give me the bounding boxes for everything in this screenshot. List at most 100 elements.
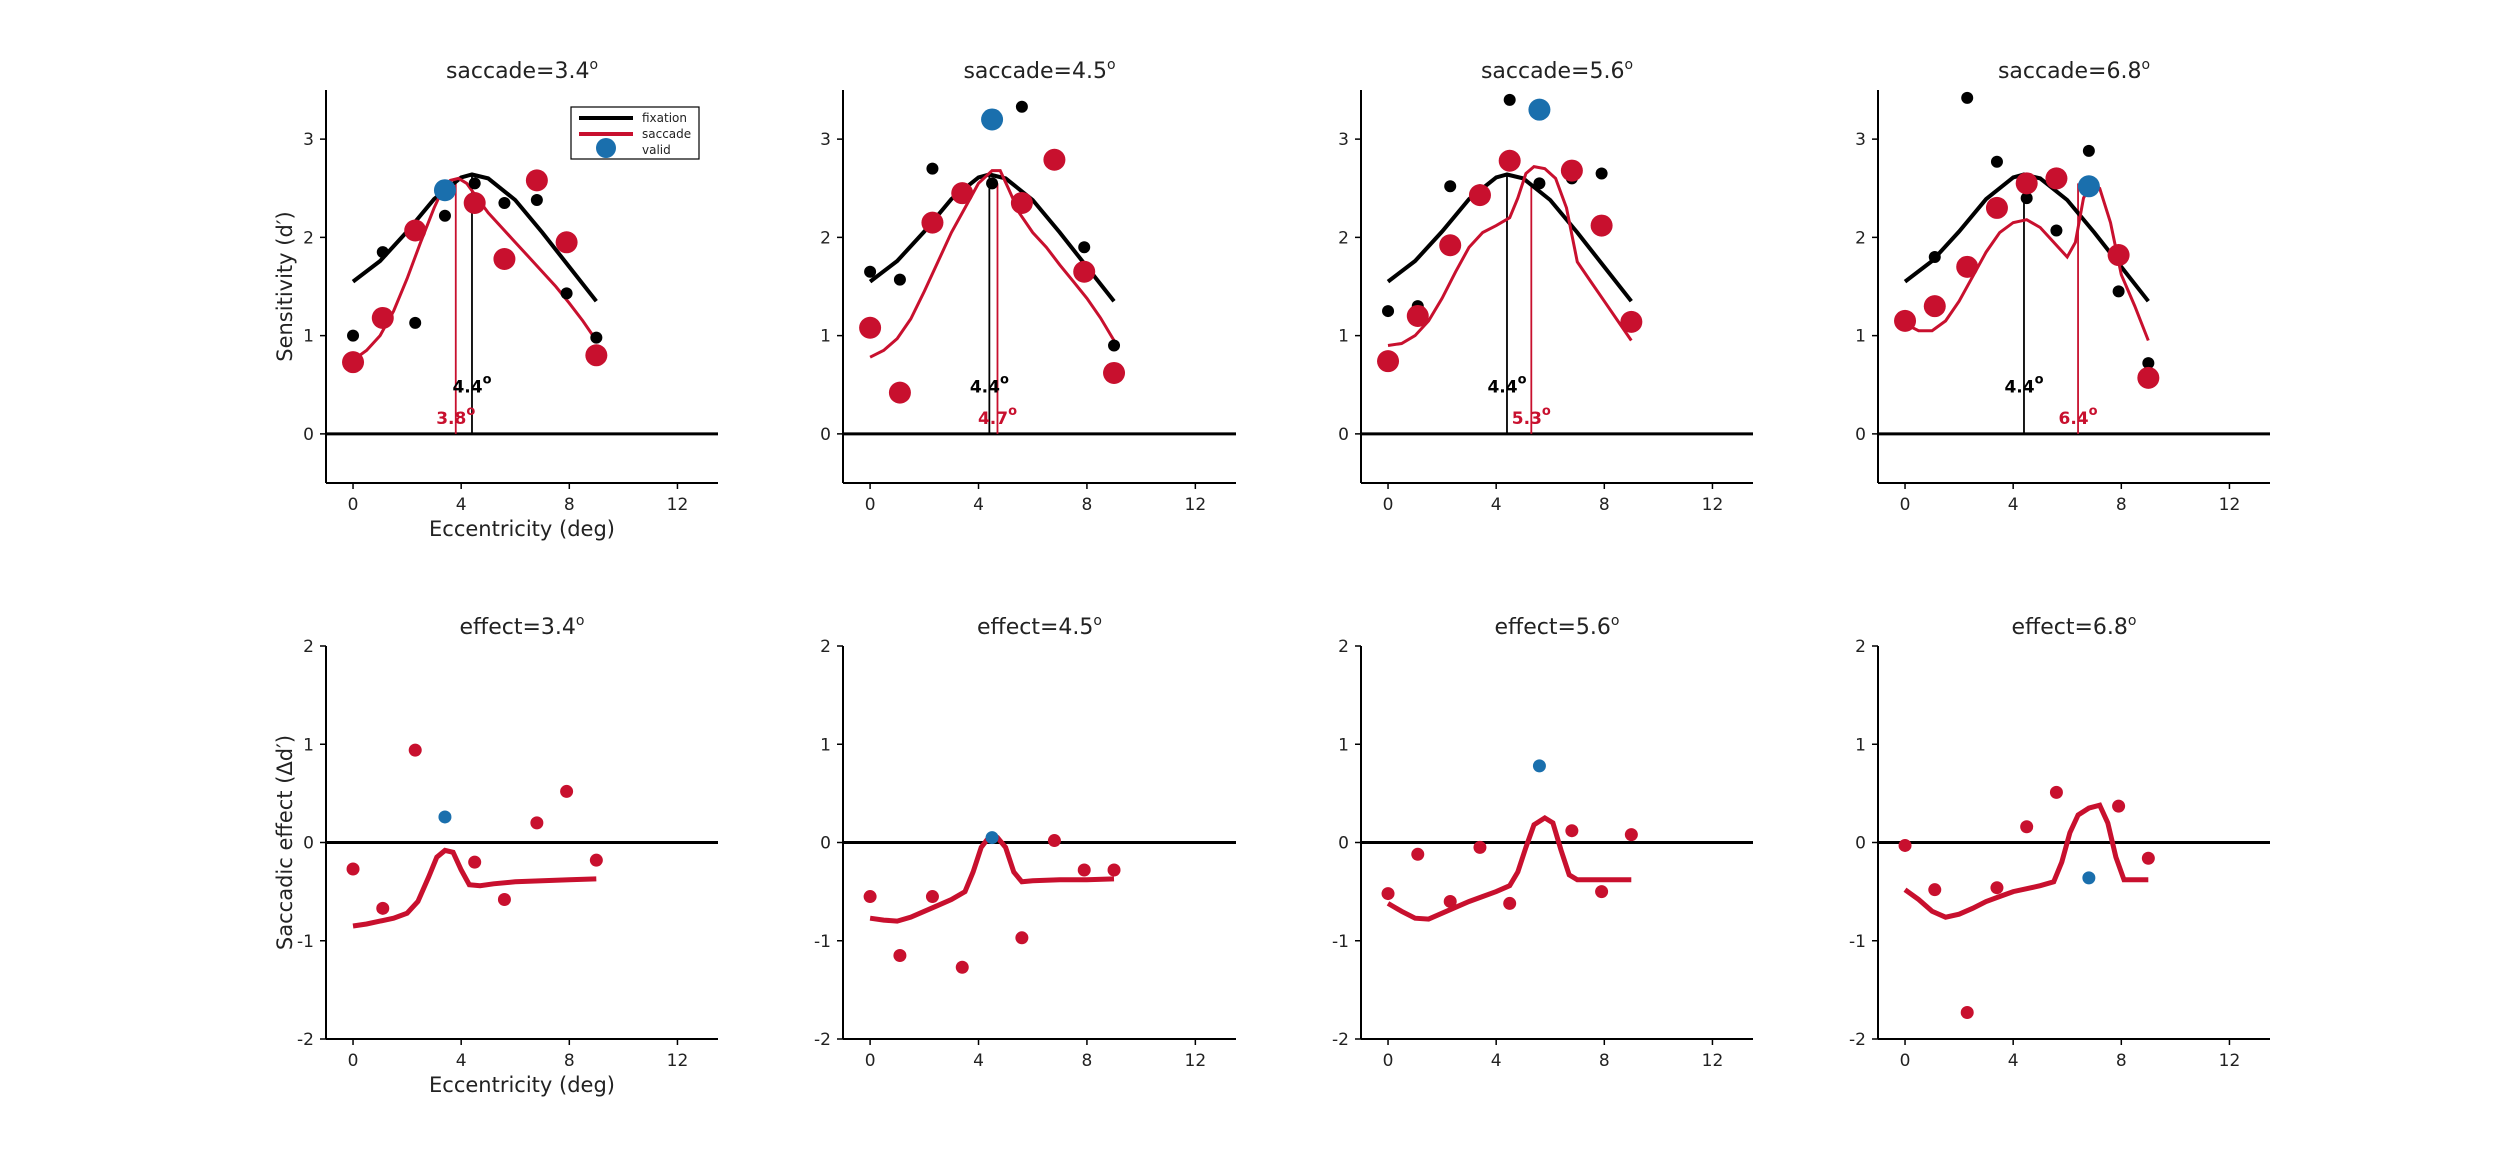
saccade-point [463, 191, 486, 214]
effect-point [2049, 785, 2063, 799]
saccade-peak-label-sup: o [2089, 404, 2098, 419]
fixation-fit-line [351, 172, 598, 303]
x-tick-label: 12 [667, 1051, 689, 1071]
effect-point [497, 892, 511, 906]
panel-title-sup: o [1107, 57, 1116, 73]
panel-title-sup: o [1093, 613, 1102, 629]
panel-title-sup: o [1611, 613, 1620, 629]
saccade-point [342, 351, 365, 374]
fixation-point [1961, 91, 1974, 104]
effect-point [376, 901, 390, 915]
x-tick-label: 0 [865, 1051, 876, 1071]
legend-valid-swatch [596, 138, 616, 158]
valid-point [2082, 871, 2096, 885]
y-tick-label: -2 [1332, 1030, 1349, 1050]
effect-fit-line [352, 847, 597, 929]
saccade-point [2015, 172, 2038, 195]
y-tick-label: 0 [1338, 834, 1349, 854]
x-tick-label: 4 [973, 1051, 984, 1071]
fixation-point [560, 287, 573, 300]
y-tick-label: 1 [303, 327, 314, 347]
fixation-point [2082, 144, 2095, 157]
x-tick-label: 8 [564, 495, 575, 515]
saccade-point [1439, 234, 1462, 257]
valid-point [433, 179, 456, 202]
y-tick-label: 2 [1855, 228, 1866, 248]
panel-title-main: effect=6.8 [2012, 615, 2128, 640]
effect-point [863, 890, 877, 904]
fixation-peak-label-main: 4.4 [452, 378, 482, 398]
panel-title-main: saccade=3.4 [446, 59, 590, 84]
fixation-point [438, 209, 451, 222]
y-tick-label: 1 [303, 735, 314, 755]
fixation-point [1928, 251, 1941, 264]
legend-entry-fixation: fixation [642, 111, 687, 125]
panel-title: saccade=3.4o [446, 57, 598, 84]
fixation-point [1990, 155, 2003, 168]
panel-title: saccade=4.5o [963, 57, 1115, 84]
y-tick-label: -1 [297, 932, 314, 952]
y-tick-label: -2 [814, 1030, 831, 1050]
saccade-peak-label-main: 6.4 [2059, 409, 2089, 429]
x-tick-label: 4 [2008, 495, 2019, 515]
effect-point [408, 743, 422, 757]
saccade-point [404, 219, 427, 242]
x-tick-label: 4 [1491, 1051, 1502, 1071]
effect-point [1047, 834, 1061, 848]
valid-point [985, 831, 999, 845]
saccade-point [1956, 255, 1979, 278]
x-tick-label: 12 [1702, 495, 1724, 515]
effect-point [925, 890, 939, 904]
x-tick-label: 0 [1900, 495, 1911, 515]
saccade-peak-label: 3.8o [436, 404, 475, 429]
saccade-point [1620, 310, 1643, 333]
fixation-point [926, 162, 939, 175]
effect-point [1928, 883, 1942, 897]
fixation-point [1108, 339, 1121, 352]
saccade-point [1590, 214, 1613, 237]
fixation-point [498, 196, 511, 209]
fixation-point [409, 316, 422, 329]
panel-title-sup: o [2128, 613, 2137, 629]
legend: fixation saccade valid [570, 106, 700, 160]
y-tick-label: 1 [1338, 735, 1349, 755]
x-tick-label: 0 [348, 495, 359, 515]
fixation-point [347, 329, 360, 342]
fixation-peak-label: 4.4o [2004, 373, 2043, 398]
fixation-point [1533, 177, 1546, 190]
x-tick-label: 4 [456, 1051, 467, 1071]
fixation-point [2142, 357, 2155, 370]
saccade-point [2045, 167, 2068, 190]
y-tick-label: 0 [1338, 425, 1349, 445]
saccade-peak-label-main: 4.7 [978, 409, 1008, 429]
effect-point [955, 960, 969, 974]
y-tick-label: -2 [1849, 1030, 1866, 1050]
panel-title-main: saccade=5.6 [1481, 59, 1625, 84]
fixation-point [1382, 305, 1395, 318]
fixation-peak-label: 4.4o [1487, 373, 1526, 398]
saccade-fit-line [869, 169, 1116, 359]
panel-title-sup: o [589, 57, 598, 73]
saccade-peak-label-main: 5.3 [1512, 409, 1542, 429]
fixation-point [530, 194, 543, 207]
effect-point [1473, 840, 1487, 854]
saccade-point [1073, 260, 1096, 283]
fixation-point [1503, 93, 1516, 106]
x-tick-label: 0 [865, 495, 876, 515]
saccade-fit-line [1904, 181, 2150, 342]
effect-point [1595, 885, 1609, 899]
x-tick-label: 8 [1082, 495, 1093, 515]
fixation-point [376, 246, 389, 259]
x-tick-label: 8 [2116, 495, 2127, 515]
x-axis-label: Eccentricity (deg) [429, 517, 615, 541]
x-tick-label: 0 [1900, 1051, 1911, 1071]
x-tick-label: 12 [1702, 1051, 1724, 1071]
fixation-fit-line [868, 172, 1116, 303]
effect-point [1990, 881, 2004, 895]
x-tick-label: 12 [2219, 495, 2241, 515]
saccade-peak-label-sup: o [1008, 404, 1017, 419]
saccade-point [1103, 361, 1126, 384]
